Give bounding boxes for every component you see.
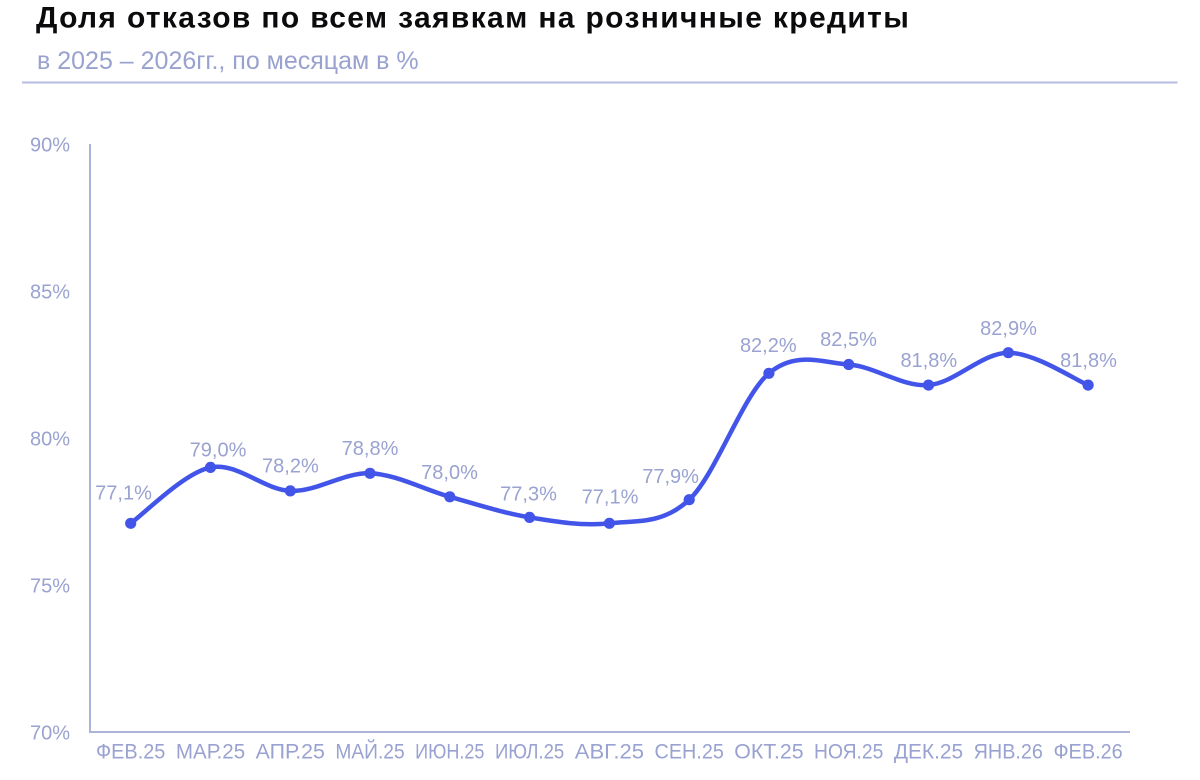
svg-text:77,1%: 77,1% xyxy=(95,483,152,505)
svg-text:ЯНВ.26: ЯНВ.26 xyxy=(974,740,1043,764)
svg-text:79,0%: 79,0% xyxy=(190,440,247,462)
svg-text:78,0%: 78,0% xyxy=(421,462,478,484)
svg-text:АПР.25: АПР.25 xyxy=(256,740,325,764)
svg-text:70%: 70% xyxy=(30,722,70,744)
svg-text:75%: 75% xyxy=(30,575,70,597)
svg-text:СЕН.25: СЕН.25 xyxy=(655,740,724,764)
svg-text:ИЮН.25: ИЮН.25 xyxy=(415,740,484,764)
svg-text:78,8%: 78,8% xyxy=(342,438,399,460)
svg-text:80%: 80% xyxy=(30,428,70,450)
svg-text:в 2025 – 2026гг., по месяцам в: в 2025 – 2026гг., по месяцам в % xyxy=(37,47,419,75)
svg-text:ФЕВ.25: ФЕВ.25 xyxy=(96,740,165,764)
svg-text:77,3%: 77,3% xyxy=(500,484,557,506)
svg-text:78,2%: 78,2% xyxy=(262,456,319,478)
svg-text:НОЯ.25: НОЯ.25 xyxy=(814,740,883,764)
svg-text:МАЙ.25: МАЙ.25 xyxy=(335,739,404,764)
svg-text:ДЕК.25: ДЕК.25 xyxy=(894,740,963,764)
svg-text:85%: 85% xyxy=(30,281,70,303)
svg-text:81,8%: 81,8% xyxy=(900,350,957,372)
svg-text:МАР.25: МАР.25 xyxy=(176,740,245,764)
svg-text:82,2%: 82,2% xyxy=(740,335,797,357)
svg-text:82,5%: 82,5% xyxy=(820,329,877,351)
svg-text:90%: 90% xyxy=(30,134,70,156)
svg-text:ФЕВ.26: ФЕВ.26 xyxy=(1053,740,1122,764)
svg-text:81,8%: 81,8% xyxy=(1060,350,1117,372)
svg-text:ИЮЛ.25: ИЮЛ.25 xyxy=(495,740,564,764)
svg-text:77,1%: 77,1% xyxy=(582,487,639,509)
svg-text:Доля отказов по всем заявкам н: Доля отказов по всем заявкам на розничны… xyxy=(36,2,910,35)
svg-text:82,9%: 82,9% xyxy=(980,318,1037,340)
svg-text:ОКТ.25: ОКТ.25 xyxy=(734,740,803,764)
svg-text:АВГ.25: АВГ.25 xyxy=(575,740,644,764)
svg-text:77,9%: 77,9% xyxy=(642,466,699,488)
